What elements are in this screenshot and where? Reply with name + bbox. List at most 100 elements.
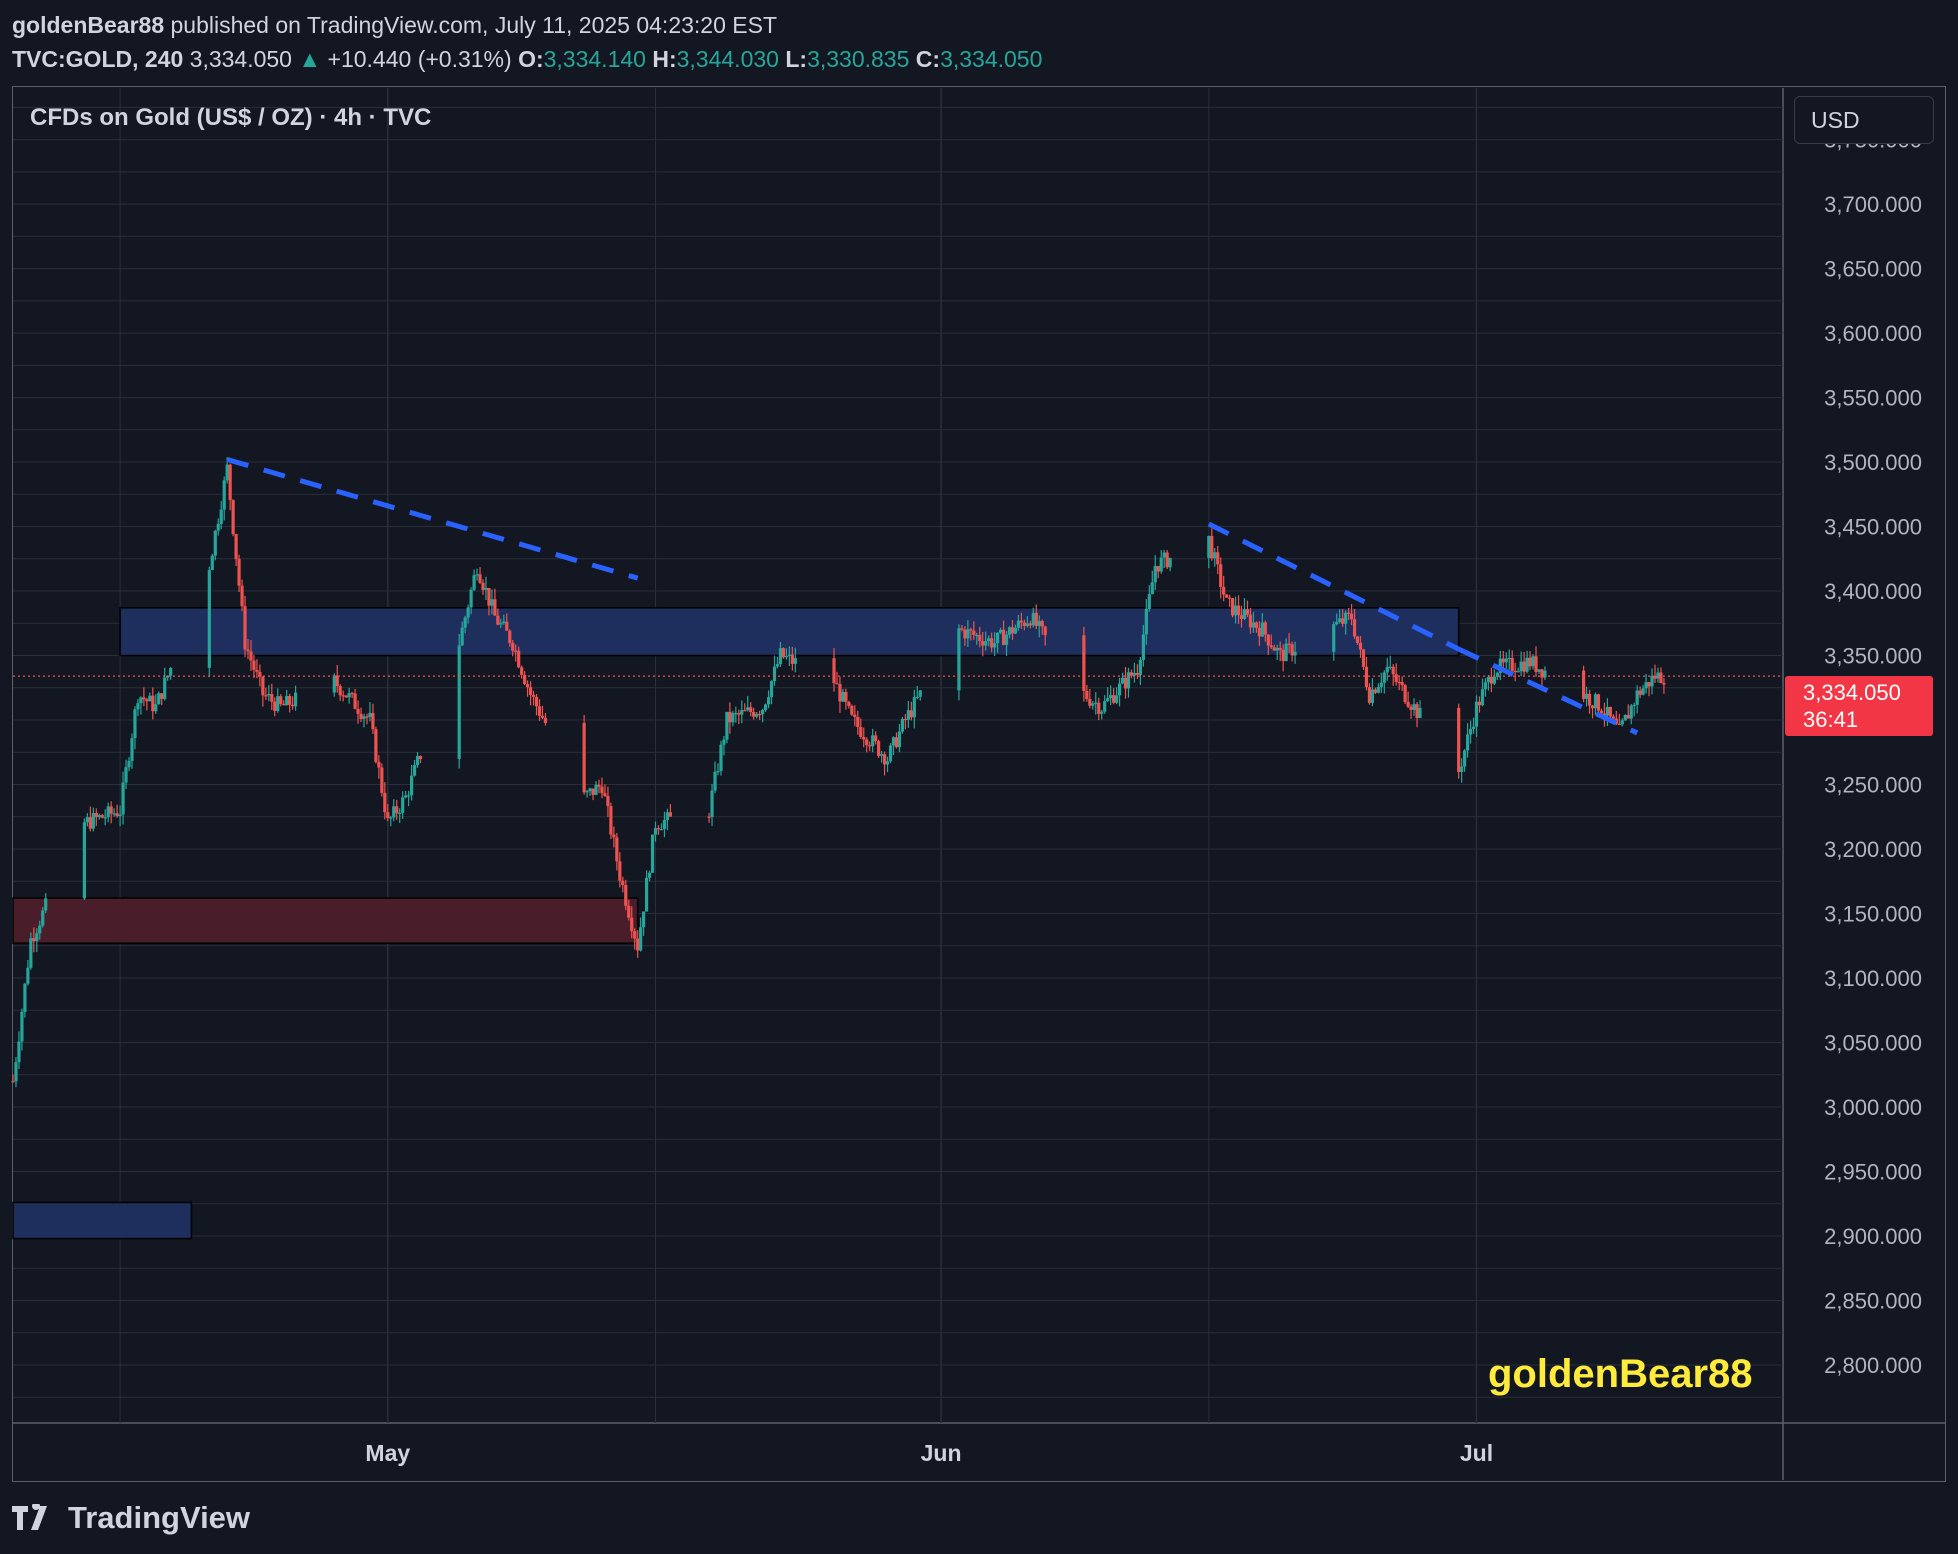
candle-body <box>1147 594 1151 609</box>
candle-body <box>1332 624 1336 652</box>
candle-body <box>597 784 601 787</box>
candle-body <box>136 703 140 710</box>
candle-body <box>1290 644 1294 656</box>
candle-body <box>457 645 461 760</box>
candle-body <box>231 500 235 535</box>
candle-body <box>11 1081 15 1083</box>
candle-body <box>1097 702 1101 714</box>
candle-body <box>1233 605 1238 616</box>
candle-body <box>1112 695 1116 703</box>
candle-body <box>728 711 732 723</box>
candle-body <box>763 704 768 711</box>
candle-body <box>766 697 771 705</box>
candle-body <box>1522 661 1526 672</box>
candle-body <box>1141 634 1145 660</box>
candle-body <box>85 817 89 823</box>
price-axis[interactable]: 3,750.0003,700.0003,650.0003,600.0003,55… <box>1824 128 1922 1378</box>
candle-body <box>261 676 265 696</box>
time-axis[interactable]: May Jun Jul <box>365 1440 1493 1466</box>
candle-body <box>972 630 976 636</box>
candle-body <box>990 638 994 648</box>
candle-body <box>252 660 256 670</box>
candle-body <box>850 706 854 715</box>
candle-body <box>1358 642 1363 650</box>
candle-body <box>642 911 646 928</box>
candle-body <box>1620 720 1624 725</box>
last-price-tag: 3,334.050 36:41 <box>1785 676 1933 736</box>
candle-body <box>1260 622 1264 637</box>
candle-body <box>647 872 652 878</box>
candle-body <box>1091 703 1095 706</box>
candle-body <box>1370 689 1375 703</box>
candle-body <box>639 927 643 951</box>
candle-body <box>1216 552 1220 565</box>
candle-body <box>26 967 30 984</box>
candle-body <box>1492 676 1496 684</box>
candle-body <box>1457 707 1461 772</box>
y-tick-label: 3,450.000 <box>1824 515 1922 540</box>
candle-body <box>243 606 247 650</box>
candle-body <box>225 464 229 481</box>
candle-body <box>731 713 735 723</box>
candle-body <box>865 739 869 746</box>
candle-body <box>1659 672 1663 684</box>
candle-body <box>856 717 860 727</box>
candle-body <box>407 795 411 797</box>
currency-button[interactable]: USD <box>1794 96 1934 144</box>
candle-body <box>1409 706 1413 710</box>
candle-body <box>740 710 744 715</box>
candle-body <box>1239 615 1244 620</box>
candle-body <box>404 795 408 798</box>
symbol-label[interactable]: TVC:GOLD, 240 <box>12 46 184 72</box>
tradingview-brand[interactable]: TradingView <box>68 1500 251 1535</box>
candle-body <box>888 745 893 762</box>
candle-body <box>1126 672 1131 689</box>
candle-body <box>365 716 369 718</box>
candle-body <box>1406 701 1410 707</box>
candle-body <box>1168 557 1172 568</box>
candle-body <box>877 741 881 756</box>
candle-body <box>1281 649 1285 662</box>
candle-body <box>591 788 595 795</box>
candle-body <box>957 628 961 691</box>
candle-body <box>644 877 649 912</box>
candle-body <box>478 574 482 583</box>
candle-body <box>1525 657 1529 672</box>
candle-body <box>1156 565 1160 572</box>
candle-body <box>838 684 842 702</box>
author-name[interactable]: goldenBear88 <box>12 12 165 38</box>
candle-body <box>487 587 491 606</box>
candle-body <box>1587 693 1592 706</box>
candle-body <box>912 697 916 718</box>
candle-body <box>508 630 512 643</box>
candle-body <box>1647 682 1651 687</box>
y-tick-label: 3,050.000 <box>1824 1030 1922 1055</box>
candle-body <box>115 813 119 817</box>
y-tick-label: 3,250.000 <box>1824 773 1922 798</box>
candle-body <box>1638 690 1642 695</box>
candle-body <box>1635 690 1639 705</box>
candle-body <box>531 694 536 697</box>
candle-body <box>725 711 729 740</box>
candle-body <box>484 587 488 590</box>
candle-body <box>1477 701 1482 706</box>
candle-body <box>1138 659 1142 675</box>
candle-body <box>600 786 604 794</box>
candle-body <box>100 815 104 818</box>
candle-body <box>743 710 747 712</box>
bar-countdown: 36:41 <box>1803 707 1859 732</box>
candle-body <box>1293 651 1297 656</box>
candle-body <box>20 1011 24 1042</box>
candle-body <box>537 706 542 716</box>
grid <box>13 88 1945 1480</box>
candle-body <box>1388 666 1392 668</box>
candle-body <box>1287 643 1291 645</box>
candle-body <box>1516 671 1520 673</box>
y-tick-label: 3,350.000 <box>1824 644 1922 669</box>
candle-body <box>356 708 360 714</box>
candle-body <box>1596 694 1601 711</box>
candle-body <box>1623 714 1627 721</box>
candle-body <box>1504 658 1508 663</box>
candle-body <box>109 806 113 814</box>
